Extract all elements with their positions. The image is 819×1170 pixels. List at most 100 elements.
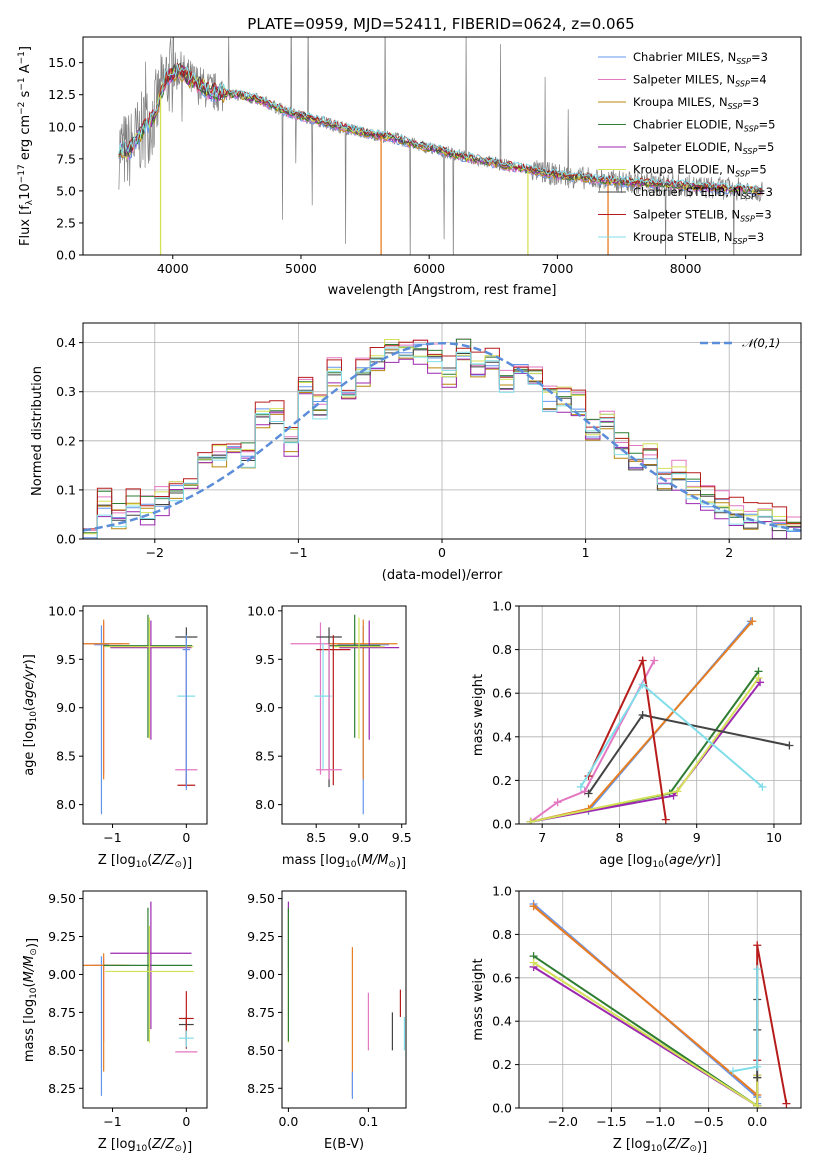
x-tick-label: −1 (103, 1114, 121, 1129)
y-tick-label: 9.25 (247, 929, 275, 944)
gaussian-curve (83, 341, 801, 532)
x-tick-label: −1 (289, 545, 307, 560)
y-tick-label: 8.0 (56, 797, 76, 812)
weight-marker (650, 656, 659, 665)
x-tick-label: 0.1 (358, 1114, 378, 1129)
y-tick-label: 1.0 (492, 599, 512, 614)
x-tick-label: 1 (582, 545, 590, 560)
y-tick-label: 0.0 (492, 1101, 512, 1116)
plot-area-residuals (83, 338, 801, 539)
weight-marker (529, 902, 538, 911)
x-tick-label: 0 (438, 545, 446, 560)
y-tick-label: 9.00 (247, 967, 275, 982)
y-tick-label: 0.4 (492, 1014, 512, 1029)
plot-area-mass-vs-Z (83, 901, 198, 1096)
model-fit-9 (118, 64, 763, 191)
weight-marker (753, 965, 762, 974)
residual-histogram-9 (83, 347, 801, 539)
legend-entry: Salpeter MILES, NSSP=4 (633, 73, 767, 89)
weight-marker (526, 817, 535, 824)
y-axis-label: mass weight (471, 674, 486, 756)
y-tick-label: 8.75 (247, 1005, 275, 1020)
x-tick-label: 0.0 (278, 1114, 298, 1129)
figure-title: PLATE=0959, MJD=52411, FIBERID=0624, z=0… (247, 15, 634, 33)
x-axis-label: mass [log10(M/M⊙)] (282, 853, 406, 871)
axes-frame (281, 890, 407, 1109)
x-tick-label: 6000 (413, 261, 445, 276)
weight-marker (728, 1067, 737, 1076)
axes-frame (82, 890, 208, 1109)
plot-area-age-vs-Z (83, 614, 198, 815)
weight-marker (785, 741, 794, 750)
y-tick-label: 8.25 (247, 1081, 275, 1096)
x-axis-label: Z [log10(Z/Z⊙)] (98, 853, 192, 871)
weight-marker (753, 1062, 762, 1071)
weight-marker (584, 789, 593, 798)
legend-entry: Salpeter ELODIE, NSSP=5 (633, 140, 774, 156)
legend-entry: Kroupa ELODIE, NSSP=5 (633, 163, 767, 179)
y-tick-label: 2.5 (56, 215, 76, 230)
y-tick-label: 15.0 (48, 55, 76, 70)
y-axis-label: mass weight (471, 958, 486, 1040)
model-fit-8 (118, 63, 763, 191)
y-tick-label: 10.0 (48, 603, 76, 618)
weight-marker (661, 815, 670, 824)
y-tick-label: 8.25 (48, 1081, 76, 1096)
y-tick-label: 10.0 (247, 603, 275, 618)
y-tick-label: 8.50 (247, 1043, 275, 1058)
legend-entry: Chabrier STELIB, NSSP=3 (633, 185, 773, 201)
x-tick-label: 7 (538, 830, 546, 845)
weight-marker (638, 711, 647, 719)
panel-age-vs-Z: −1 0 8.0 8.5 9.0 9.5 10.0 Z [log10(Z/Z⊙)] age [l… (22, 603, 208, 871)
weight-marker (673, 787, 682, 796)
x-tick-label: 0.0 (747, 1114, 767, 1129)
weight-marker (756, 678, 765, 687)
plot-area-mass-vs-EBV (287, 901, 405, 1099)
y-tick-label: 0.3 (56, 384, 76, 399)
y-tick-label: 0.8 (492, 642, 512, 657)
legend: Chabrier MILES, NSSP=3 Salpeter MILES, NS… (598, 50, 775, 246)
panel-age-vs-mass: 8.5 9.0 9.5 8.0 8.5 9.0 9.5 10.0 mass [log10(M/M… (247, 603, 412, 871)
panel-weight-vs-age: 7 8 9 10 0.0 0.2 0.4 0.6 0.8 1.0 age [log10(age/yr… (471, 599, 802, 870)
x-tick-label: 9 (693, 830, 701, 845)
panel-weight-vs-Z: −2.0 −1.5 −1.0 −0.5 0.0 0.0 0.2 0.4 0.6 0.8 1.0 Z [… (471, 884, 802, 1155)
x-tick-label: 2 (725, 545, 733, 560)
legend-entry: Salpeter STELIB, NSSP=3 (633, 208, 772, 224)
x-tick-label: −0.5 (693, 1114, 723, 1129)
x-tick-label: 9.5 (392, 830, 412, 845)
x-tick-label: 4000 (157, 261, 189, 276)
axes-frame (281, 605, 407, 825)
x-tick-label: −1 (103, 830, 121, 845)
axes-frame (82, 36, 802, 256)
plot-area-age-vs-mass (290, 614, 400, 815)
panel-mass-vs-Z: −1 0 8.25 8.50 8.75 9.00 9.25 9.50 Z [log10(Z/Z⊙… (22, 890, 208, 1155)
x-tick-label: 5000 (285, 261, 317, 276)
panel-residuals: −2 −1 0 1 2 0.0 0.1 0.2 0.3 0.4 (data-model)/error… (30, 322, 802, 583)
residual-histogram-8 (83, 339, 801, 530)
residual-histogram-5 (83, 358, 801, 539)
y-tick-label: 8.75 (48, 1005, 76, 1020)
y-tick-label: 0.2 (492, 1057, 512, 1072)
plot-area-weight-vs-age (526, 617, 794, 824)
weight-marker (782, 1099, 791, 1108)
x-axis-label: wavelength [Angstrom, rest frame] (328, 283, 557, 298)
x-tick-label: −2 (146, 545, 164, 560)
weight-marker (638, 656, 647, 665)
x-tick-label: −1.0 (645, 1114, 675, 1129)
legend-entry: Chabrier MILES, NSSP=3 (633, 50, 768, 66)
legend-entry: Chabrier ELODIE, NSSP=5 (633, 118, 775, 134)
weight-marker (576, 782, 585, 791)
y-tick-label: 5.0 (56, 183, 76, 198)
x-axis-label: Z [log10(Z/Z⊙)] (613, 1137, 707, 1155)
weight-marker (753, 1101, 762, 1108)
y-tick-label: 10.0 (48, 119, 76, 134)
legend-entry: Kroupa STELIB, NSSP=3 (633, 230, 764, 246)
x-tick-label: 0 (182, 1114, 190, 1129)
x-tick-label: 10 (766, 830, 782, 845)
y-tick-label: 9.5 (56, 652, 76, 667)
x-axis-label: E(B-V) (324, 1137, 364, 1152)
y-tick-label: 8.0 (255, 797, 275, 812)
y-tick-label: 0.2 (492, 773, 512, 788)
